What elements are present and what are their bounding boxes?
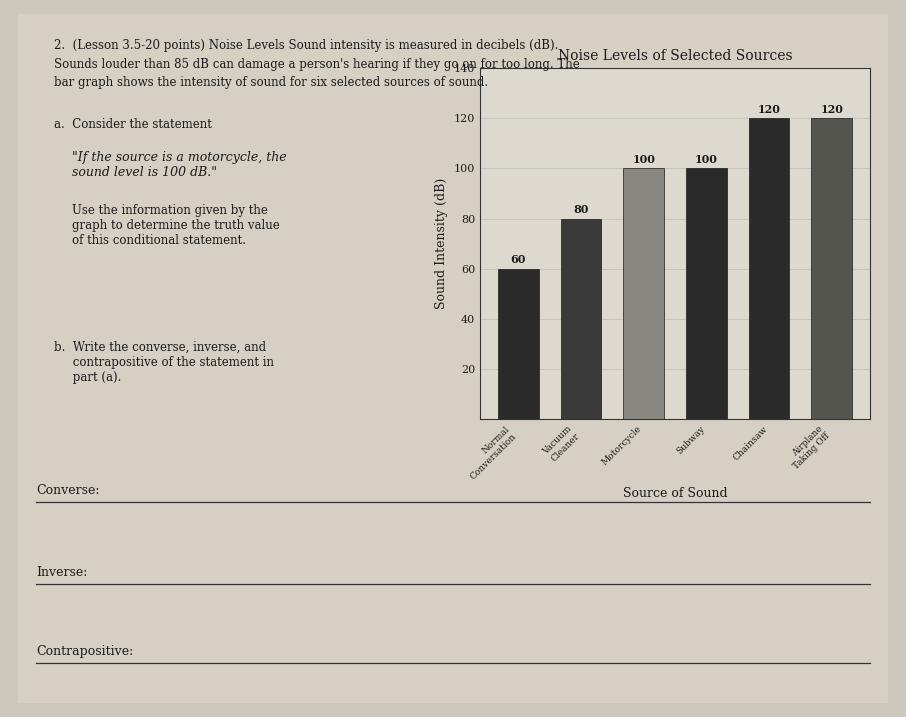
Text: Converse:: Converse: (36, 484, 100, 497)
Bar (561, 219, 602, 419)
Text: 100: 100 (695, 153, 718, 165)
Title: Noise Levels of Selected Sources: Noise Levels of Selected Sources (558, 49, 792, 63)
Text: Contrapositive:: Contrapositive: (36, 645, 133, 658)
Text: Inverse:: Inverse: (36, 566, 88, 579)
Text: 60: 60 (511, 254, 526, 265)
X-axis label: Source of Sound: Source of Sound (622, 487, 728, 500)
Y-axis label: Sound Intensity (dB): Sound Intensity (dB) (436, 178, 448, 310)
Text: a.  Consider the statement: a. Consider the statement (54, 118, 212, 131)
Text: "If the source is a motorcycle, the
sound level is 100 dB.": "If the source is a motorcycle, the soun… (72, 151, 287, 179)
Text: b.  Write the converse, inverse, and
     contrapositive of the statement in
   : b. Write the converse, inverse, and cont… (54, 341, 275, 384)
Text: 120: 120 (757, 103, 780, 115)
Text: Use the information given by the
graph to determine the truth value
of this cond: Use the information given by the graph t… (72, 204, 280, 247)
Text: 2.  (Lesson 3.5-20 points) Noise Levels Sound intensity is measured in decibels : 2. (Lesson 3.5-20 points) Noise Levels S… (54, 39, 580, 90)
Text: 120: 120 (820, 103, 843, 115)
Text: 80: 80 (573, 204, 589, 215)
Bar (686, 168, 727, 419)
Bar (748, 118, 789, 419)
Bar (623, 168, 664, 419)
Bar (498, 269, 539, 419)
Bar (811, 118, 852, 419)
Text: 100: 100 (632, 153, 655, 165)
